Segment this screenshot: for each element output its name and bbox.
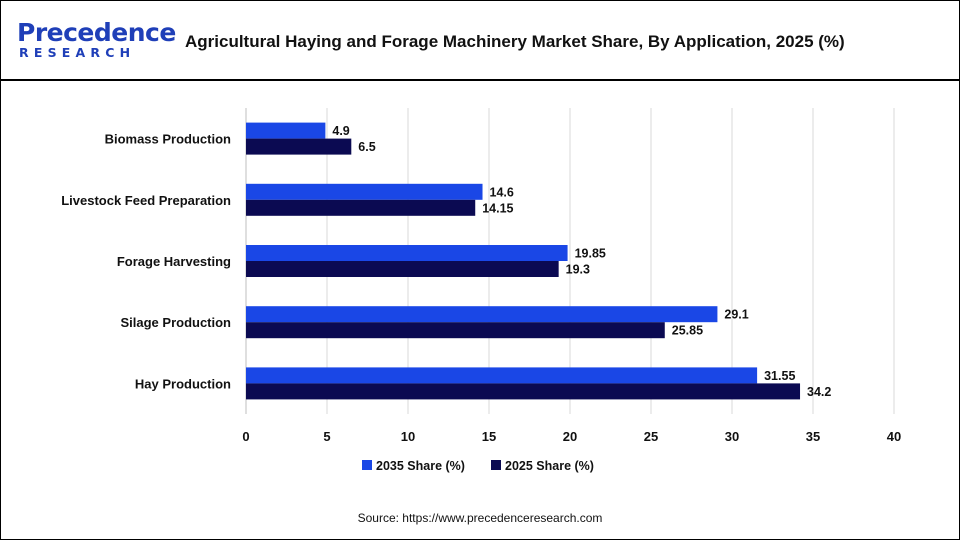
legend-2025-label: 2025 Share (%) bbox=[505, 459, 594, 473]
value-label-2025: 6.5 bbox=[358, 140, 375, 154]
bar-2025 bbox=[246, 138, 352, 155]
bar-2035 bbox=[246, 183, 483, 200]
legend-2035-label: 2035 Share (%) bbox=[376, 459, 465, 473]
bar-2025 bbox=[246, 322, 665, 339]
value-label-2035: 19.85 bbox=[575, 247, 606, 261]
header-divider bbox=[1, 79, 959, 81]
value-label-2035: 31.55 bbox=[764, 369, 795, 383]
x-tick-label: 30 bbox=[725, 429, 739, 444]
bar-2035 bbox=[246, 122, 326, 139]
value-label-2025: 34.2 bbox=[807, 385, 831, 399]
x-tick-label: 10 bbox=[401, 429, 415, 444]
bar-2025 bbox=[246, 383, 801, 400]
header: Precedence RESEARCH Agricultural Haying … bbox=[1, 1, 959, 79]
value-label-2025: 14.15 bbox=[482, 201, 513, 215]
value-label-2025: 25.85 bbox=[672, 324, 703, 338]
value-label-2035: 29.1 bbox=[724, 308, 748, 322]
bar-2035 bbox=[246, 306, 718, 323]
legend-2025-swatch bbox=[491, 460, 501, 470]
logo-wordmark: Precedence bbox=[17, 18, 176, 47]
x-tick-label: 40 bbox=[887, 429, 901, 444]
bar-2025 bbox=[246, 199, 476, 216]
bar-2035 bbox=[246, 367, 758, 384]
source-note: Source: https://www.precedenceresearch.c… bbox=[357, 511, 603, 525]
category-label: Silage Production bbox=[120, 315, 231, 330]
value-label-2035: 14.6 bbox=[490, 185, 514, 199]
x-tick-label: 35 bbox=[806, 429, 820, 444]
x-tick-label: 0 bbox=[242, 429, 249, 444]
x-tick-label: 25 bbox=[644, 429, 658, 444]
bar-2025 bbox=[246, 261, 559, 277]
value-label-2025: 19.3 bbox=[566, 263, 590, 277]
legend-2035-swatch bbox=[362, 460, 372, 470]
category-label: Forage Harvesting bbox=[117, 254, 231, 269]
category-label: Hay Production bbox=[135, 376, 231, 391]
chart-title: Agricultural Haying and Forage Machinery… bbox=[185, 32, 845, 51]
bar-2035 bbox=[246, 245, 568, 261]
value-label-2035: 4.9 bbox=[332, 124, 349, 138]
precedence-logo: Precedence RESEARCH bbox=[17, 19, 176, 63]
category-label: Biomass Production bbox=[105, 132, 231, 147]
x-tick-label: 20 bbox=[563, 429, 577, 444]
category-label: Livestock Feed Preparation bbox=[61, 193, 231, 208]
x-tick-label: 5 bbox=[323, 429, 330, 444]
x-tick-label: 15 bbox=[482, 429, 496, 444]
logo-subtitle: RESEARCH bbox=[19, 45, 136, 60]
